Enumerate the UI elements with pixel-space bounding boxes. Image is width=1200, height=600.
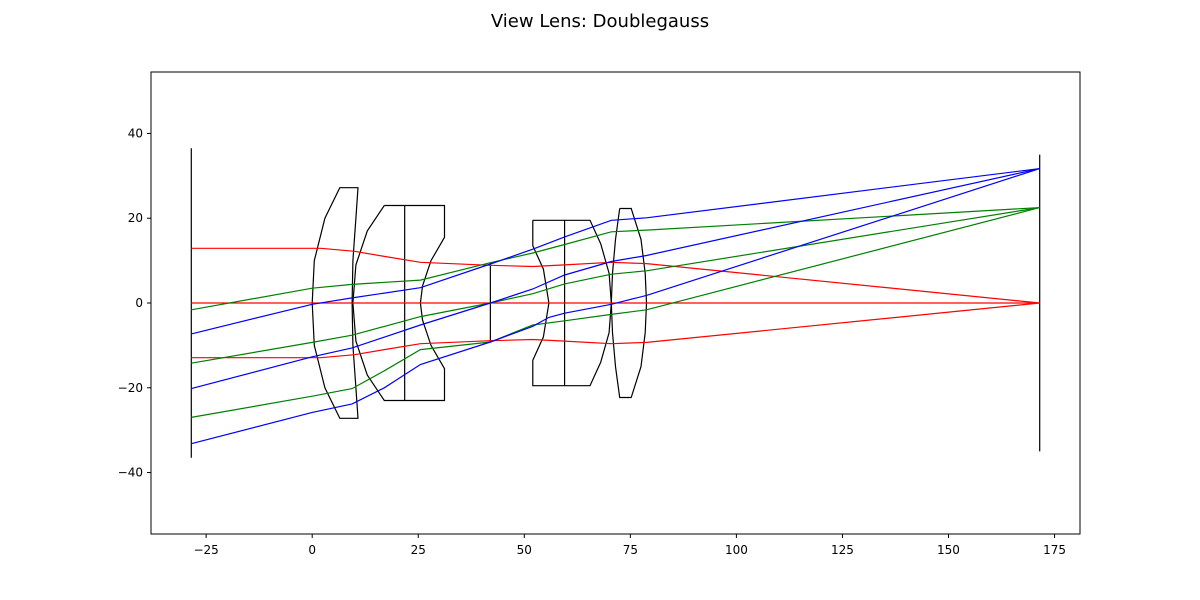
ray-red-3 (191, 302, 1040, 359)
x-tick-label: 125 (831, 543, 854, 557)
y-tick-label: −20 (118, 381, 143, 395)
lens-doublet-2 (352, 204, 446, 402)
diagram-marks (190, 148, 1041, 458)
x-tick-label: 0 (308, 543, 316, 557)
y-tick-label: 20 (128, 211, 143, 225)
y-tick-label: 40 (128, 126, 143, 140)
y-tick-label: 0 (135, 296, 143, 310)
lens-element-1 (311, 187, 359, 419)
x-tick-label: 150 (937, 543, 960, 557)
ray-blue-8 (191, 168, 1040, 390)
ray-red-1 (191, 247, 1040, 304)
x-tick-label: −25 (193, 543, 218, 557)
ray-green-4 (191, 207, 1040, 311)
x-tick-label: 100 (725, 543, 748, 557)
figure-title: View Lens: Doublegauss (491, 11, 709, 32)
lens-element-4 (610, 207, 648, 399)
x-tick-label: 50 (517, 543, 532, 557)
x-tick-label: 175 (1043, 543, 1066, 557)
x-tick-label: 25 (411, 543, 426, 557)
ray-blue-9 (191, 168, 1040, 445)
ray-green-5 (191, 207, 1040, 364)
y-tick-label: −40 (118, 466, 143, 480)
x-tick-label: 75 (623, 543, 638, 557)
axes: −25 0 25 50 75 100 125 150 175 −40 −20 0 20 40 (118, 71, 1081, 557)
lens-doublet-3 (532, 219, 612, 387)
ray-blue-7 (191, 168, 1040, 335)
